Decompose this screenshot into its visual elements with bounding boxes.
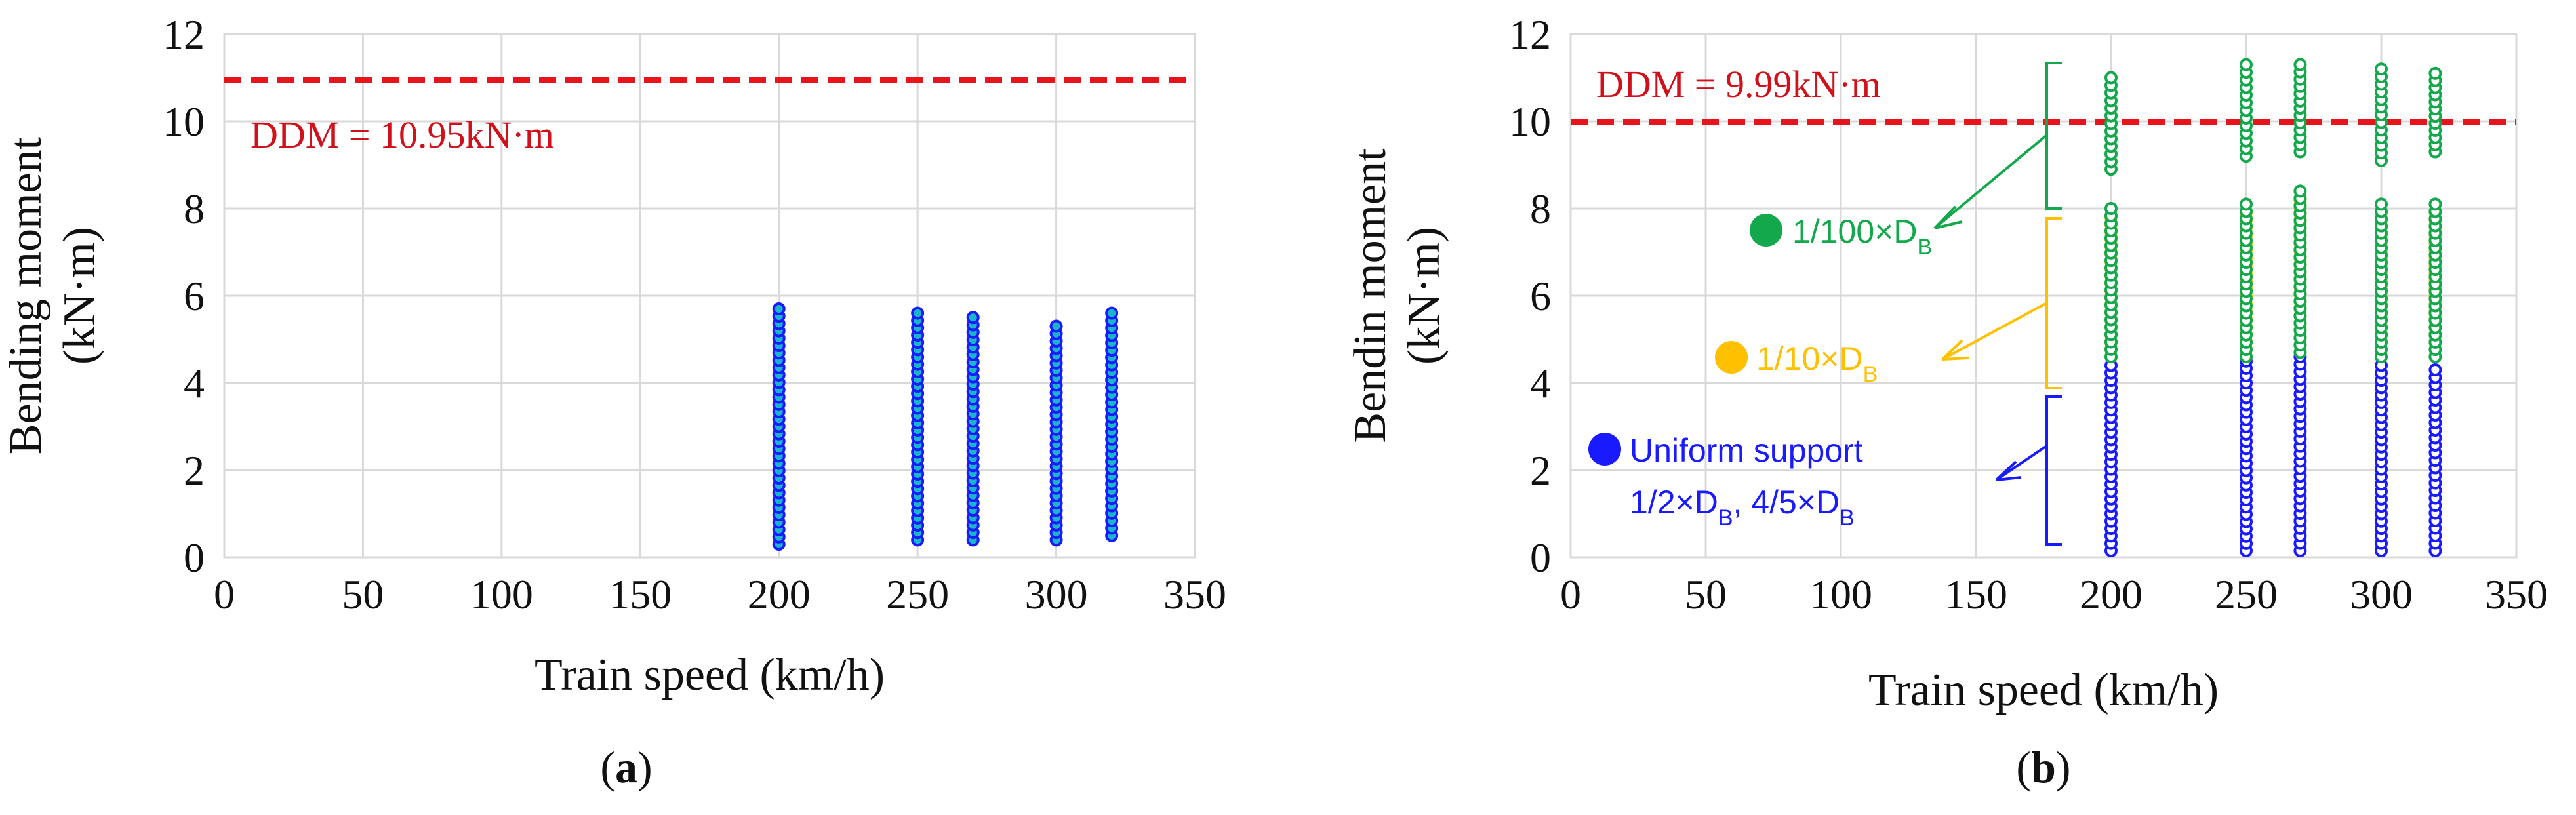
x-tick-label: 350 — [2485, 571, 2548, 618]
x-tick-label: 50 — [342, 571, 384, 618]
panel-b: 0 50 100 150 200 250 300 350 0 2 4 6 8 10 12 DDM = 9.… — [1345, 11, 2548, 792]
legend-text-yellow-sub: B — [1863, 362, 1878, 387]
x-tick-label: 300 — [2350, 571, 2413, 618]
x-tick-label: 150 — [1944, 571, 2007, 618]
x-tick-label: 0 — [1560, 571, 1581, 618]
y-tick-label: 12 — [163, 11, 205, 58]
legend-text-green: 1/100×DB — [1792, 213, 1932, 260]
y-tick-label: 8 — [184, 186, 205, 232]
panel-a: 0 50 100 150 200 250 300 350 0 2 4 6 8 10 12 DDM = 10… — [1, 11, 1226, 792]
legend-text-yellow: 1/10×DB — [1756, 340, 1878, 387]
y-tick-label: 0 — [184, 534, 205, 581]
y-axis-label-line2-b: (kN·m) — [1399, 227, 1449, 365]
y-tick-label: 8 — [1530, 186, 1551, 232]
x-tick-label: 250 — [886, 571, 949, 618]
legend-text-blue-line2: 1/2×DB, 4/5×DB — [1630, 484, 1855, 530]
data-point — [772, 302, 786, 315]
x-tick-labels-b: 0 50 100 150 200 250 300 350 — [1560, 571, 2548, 618]
y-tick-label: 4 — [184, 360, 205, 407]
data-point — [2104, 202, 2118, 215]
y-axis-label-line2-a: (kN·m) — [54, 227, 105, 365]
legend-text-yellow-main: 1/10×D — [1756, 340, 1863, 377]
y-tick-label: 6 — [1530, 273, 1551, 319]
caption-b: (b) — [2016, 742, 2070, 792]
data-point — [966, 311, 980, 325]
y-axis-label-line1-a: Bending moment — [1, 136, 51, 454]
data-points-b — [2104, 58, 2442, 558]
data-point — [2375, 62, 2388, 76]
x-tick-label: 150 — [609, 571, 672, 618]
data-point — [2428, 66, 2442, 80]
data-point — [1049, 319, 1063, 333]
caption-letter-b: b — [2031, 742, 2056, 792]
legend-yellow: 1/10×DB — [1715, 340, 1878, 387]
y-tick-label: 6 — [184, 273, 205, 319]
ddm-label-b: DDM = 9.99kN·m — [1596, 63, 1881, 106]
data-point — [2240, 58, 2253, 71]
x-tick-label: 0 — [214, 571, 235, 618]
bracket-yellow — [1941, 217, 2062, 389]
data-point — [2104, 71, 2118, 85]
legend-marker-blue — [1588, 433, 1621, 466]
x-tick-label: 300 — [1025, 571, 1088, 618]
x-axis-label-b: Train speed (km/h) — [1868, 665, 2219, 715]
data-point — [2240, 197, 2253, 211]
bracket-green — [1933, 62, 2062, 229]
x-tick-labels-a: 0 50 100 150 200 250 300 350 — [214, 571, 1226, 618]
x-tick-label: 200 — [2080, 571, 2143, 618]
bracket-blue — [1995, 395, 2062, 546]
legend-green: 1/100×DB — [1750, 213, 1932, 260]
y-tick-label: 2 — [184, 447, 205, 494]
x-tick-label: 50 — [1685, 571, 1727, 618]
y-tick-labels-a: 0 2 4 6 8 10 12 — [163, 11, 205, 581]
caption-a: (a) — [600, 742, 652, 792]
x-tick-label: 200 — [748, 571, 811, 618]
legend-text-green-sub: B — [1917, 235, 1932, 260]
legend-marker-yellow — [1715, 341, 1748, 374]
data-point — [2375, 197, 2388, 211]
y-axis-label-line1-b: Bendin moment — [1345, 148, 1396, 443]
data-point — [2428, 363, 2442, 377]
y-tick-label: 10 — [163, 98, 205, 145]
y-tick-labels-b: 0 2 4 6 8 10 12 — [1509, 11, 1551, 581]
data-point — [2293, 58, 2307, 71]
x-tick-label: 100 — [470, 571, 533, 618]
legend-text-blue-line1: Uniform support — [1630, 432, 1863, 469]
legend-blue: Uniform support 1/2×DB, 4/5×DB — [1588, 432, 1863, 530]
ddm-label-a: DDM = 10.95kN·m — [251, 113, 554, 156]
x-tick-label: 250 — [2215, 571, 2278, 618]
data-point — [2293, 184, 2307, 198]
y-tick-label: 10 — [1509, 98, 1551, 145]
x-axis-label-a: Train speed (km/h) — [534, 650, 885, 700]
x-tick-label: 350 — [1163, 571, 1226, 618]
data-points-a — [772, 302, 1119, 551]
y-tick-label: 0 — [1530, 534, 1551, 581]
y-tick-label: 12 — [1509, 11, 1551, 58]
legend-marker-green — [1750, 214, 1782, 247]
y-axis-label-a: Bending moment (kN·m) — [1, 136, 105, 454]
y-tick-label: 2 — [1530, 447, 1551, 494]
caption-letter-a: a — [615, 742, 637, 792]
legend-text-green-main: 1/100×D — [1792, 213, 1917, 250]
data-point — [911, 306, 925, 320]
y-tick-label: 4 — [1530, 360, 1551, 407]
data-point — [2428, 197, 2442, 211]
x-tick-label: 100 — [1809, 571, 1872, 618]
y-axis-label-b: Bendin moment (kN·m) — [1345, 148, 1449, 443]
data-point — [1105, 306, 1119, 320]
